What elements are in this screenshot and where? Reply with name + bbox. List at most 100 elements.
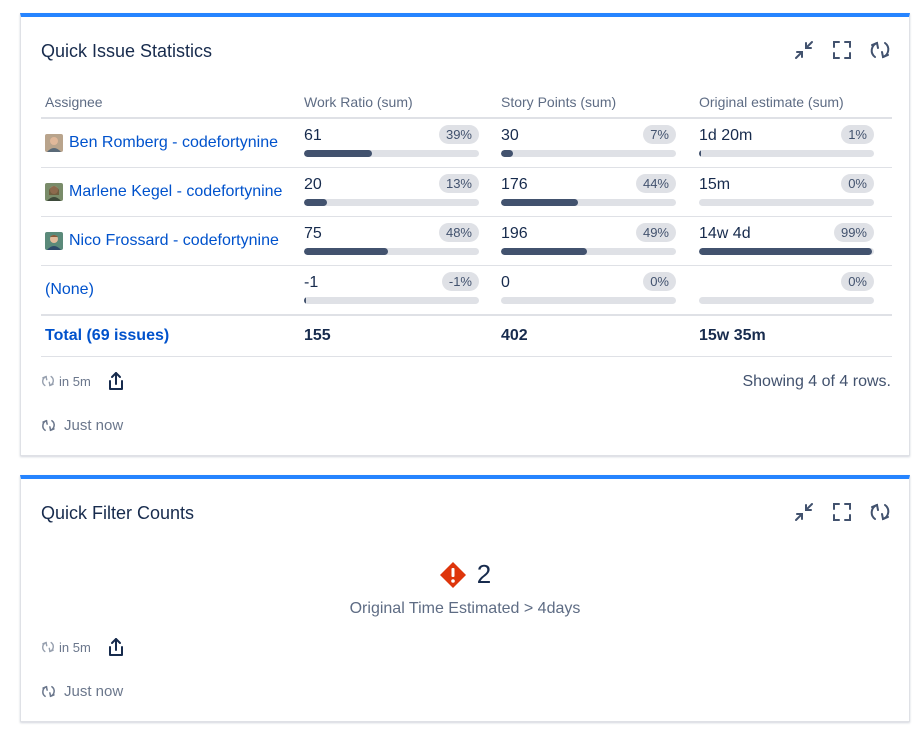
share-icon[interactable]: [107, 371, 125, 391]
estimate-cell: 14w 4d 99%: [699, 223, 874, 259]
filter-count: 2: [439, 559, 491, 590]
total-story-points: 402: [497, 314, 695, 357]
progress-fill: [501, 248, 587, 255]
progress-bar: [501, 150, 676, 157]
table-header-row: Assignee Work Ratio (sum) Story Points (…: [41, 87, 892, 119]
story-points-cell: 0 0%: [501, 272, 676, 308]
progress-bar: [304, 297, 479, 304]
progress-bar: [501, 248, 676, 255]
avatar: [45, 134, 63, 152]
refresh-interval: in 5m: [59, 373, 91, 389]
avatar: [45, 183, 63, 201]
cell-value: 0: [501, 274, 510, 291]
cell-value: 196: [501, 225, 528, 242]
work-ratio-cell: 61 39%: [304, 125, 479, 161]
last-updated-text: Just now: [64, 417, 124, 434]
last-updated: Just now: [41, 683, 123, 700]
filter-count-block[interactable]: 2 Original Time Estimated > 4days: [21, 559, 909, 618]
progress-fill: [304, 150, 373, 157]
refresh-status-icon[interactable]: [41, 684, 56, 699]
percent-badge: 13%: [438, 174, 479, 193]
progress-bar: [699, 248, 874, 255]
percent-badge: 48%: [438, 223, 479, 242]
table-row: Marlene Kegel - codefortynine 20 13% 176 4…: [41, 167, 892, 217]
estimate-cell: 0%: [699, 272, 874, 308]
filter-label: Original Time Estimated > 4days: [349, 599, 581, 617]
quick-issue-statistics-gadget: Quick Issue Statistics Assignee Work Rat…: [20, 13, 910, 456]
cell-value: 61: [304, 127, 322, 144]
total-estimate: 15w 35m: [695, 314, 892, 357]
header-original-estimate[interactable]: Original estimate (sum): [695, 87, 892, 119]
assignee-name: Ben Romberg - codefortynine: [69, 134, 278, 151]
avatar: [45, 232, 63, 250]
work-ratio-cell: 20 13%: [304, 174, 479, 210]
gadget-title: Quick Issue Statistics: [41, 41, 213, 61]
assignee-name: Marlene Kegel - codefortynine: [69, 183, 283, 200]
table-row: (None) -1 -1% 0 0% 0%: [41, 265, 892, 316]
progress-bar: [304, 248, 479, 255]
progress-fill: [699, 248, 873, 255]
minimize-icon[interactable]: [793, 39, 815, 61]
progress-fill: [304, 248, 388, 255]
fullscreen-icon[interactable]: [831, 39, 853, 61]
fullscreen-icon[interactable]: [831, 501, 853, 523]
story-points-cell: 196 49%: [501, 223, 676, 259]
percent-badge: 7%: [643, 125, 676, 144]
progress-bar: [304, 150, 479, 157]
filter-count-value: 2: [476, 559, 492, 589]
refresh-interval: in 5m: [59, 639, 91, 655]
cell-value: -1: [304, 274, 319, 291]
cell-value: 1d 20m: [699, 127, 753, 144]
progress-fill: [501, 150, 514, 157]
table-row: Nico Frossard - codefortynine 75 48% 196 4…: [41, 216, 892, 266]
progress-bar: [699, 199, 874, 206]
minimize-icon[interactable]: [793, 501, 815, 523]
auto-refresh-icon: [41, 374, 55, 388]
story-points-cell: 176 44%: [501, 174, 676, 210]
refresh-icon[interactable]: [869, 501, 891, 523]
percent-badge: 1%: [841, 125, 874, 144]
assignee-link[interactable]: Nico Frossard - codefortynine: [45, 232, 296, 250]
progress-bar: [699, 297, 874, 304]
auto-refresh-icon: [41, 640, 55, 654]
work-ratio-cell: 75 48%: [304, 223, 479, 259]
cell-value: 14w 4d: [699, 225, 751, 242]
gadget-actions: [793, 501, 891, 523]
assignee-link[interactable]: Ben Romberg - codefortynine: [45, 134, 296, 152]
assignee-link[interactable]: Marlene Kegel - codefortynine: [45, 183, 296, 201]
share-icon[interactable]: [107, 637, 125, 657]
progress-fill: [699, 150, 701, 157]
header-story-points[interactable]: Story Points (sum): [497, 87, 695, 119]
cell-value: 15m: [699, 176, 731, 193]
estimate-cell: 1d 20m 1%: [699, 125, 874, 161]
gadget-footer: in 5m: [41, 371, 125, 391]
progress-fill: [304, 297, 306, 304]
percent-badge: 99%: [833, 223, 874, 242]
refresh-icon[interactable]: [869, 39, 891, 61]
progress-fill: [501, 199, 578, 206]
total-work-ratio: 155: [300, 314, 497, 357]
percent-badge: -1%: [441, 272, 479, 291]
percent-badge: 0%: [841, 272, 874, 291]
percent-badge: 39%: [438, 125, 479, 144]
gadget-title: Quick Filter Counts: [41, 503, 195, 523]
table-row: Ben Romberg - codefortynine 61 39% 30 7% 1…: [41, 118, 892, 168]
warning-icon: [439, 561, 467, 589]
progress-bar: [501, 297, 676, 304]
statistics-table: Assignee Work Ratio (sum) Story Points (…: [41, 87, 892, 357]
progress-fill: [304, 199, 327, 206]
header-assignee[interactable]: Assignee: [41, 87, 300, 119]
percent-badge: 44%: [635, 174, 676, 193]
assignee-name: (None): [45, 281, 94, 298]
last-updated-text: Just now: [64, 683, 124, 700]
last-updated: Just now: [41, 417, 123, 434]
gadget-actions: [793, 39, 891, 61]
quick-filter-counts-gadget: Quick Filter Counts 2 Original Time Esti…: [20, 475, 910, 722]
assignee-link[interactable]: (None): [45, 281, 296, 299]
header-work-ratio[interactable]: Work Ratio (sum): [300, 87, 497, 119]
assignee-name: Nico Frossard - codefortynine: [69, 232, 279, 249]
total-label-link[interactable]: Total (69 issues): [45, 327, 170, 344]
refresh-status-icon[interactable]: [41, 418, 56, 433]
gadget-footer: in 5m: [41, 637, 125, 657]
percent-badge: 0%: [841, 174, 874, 193]
